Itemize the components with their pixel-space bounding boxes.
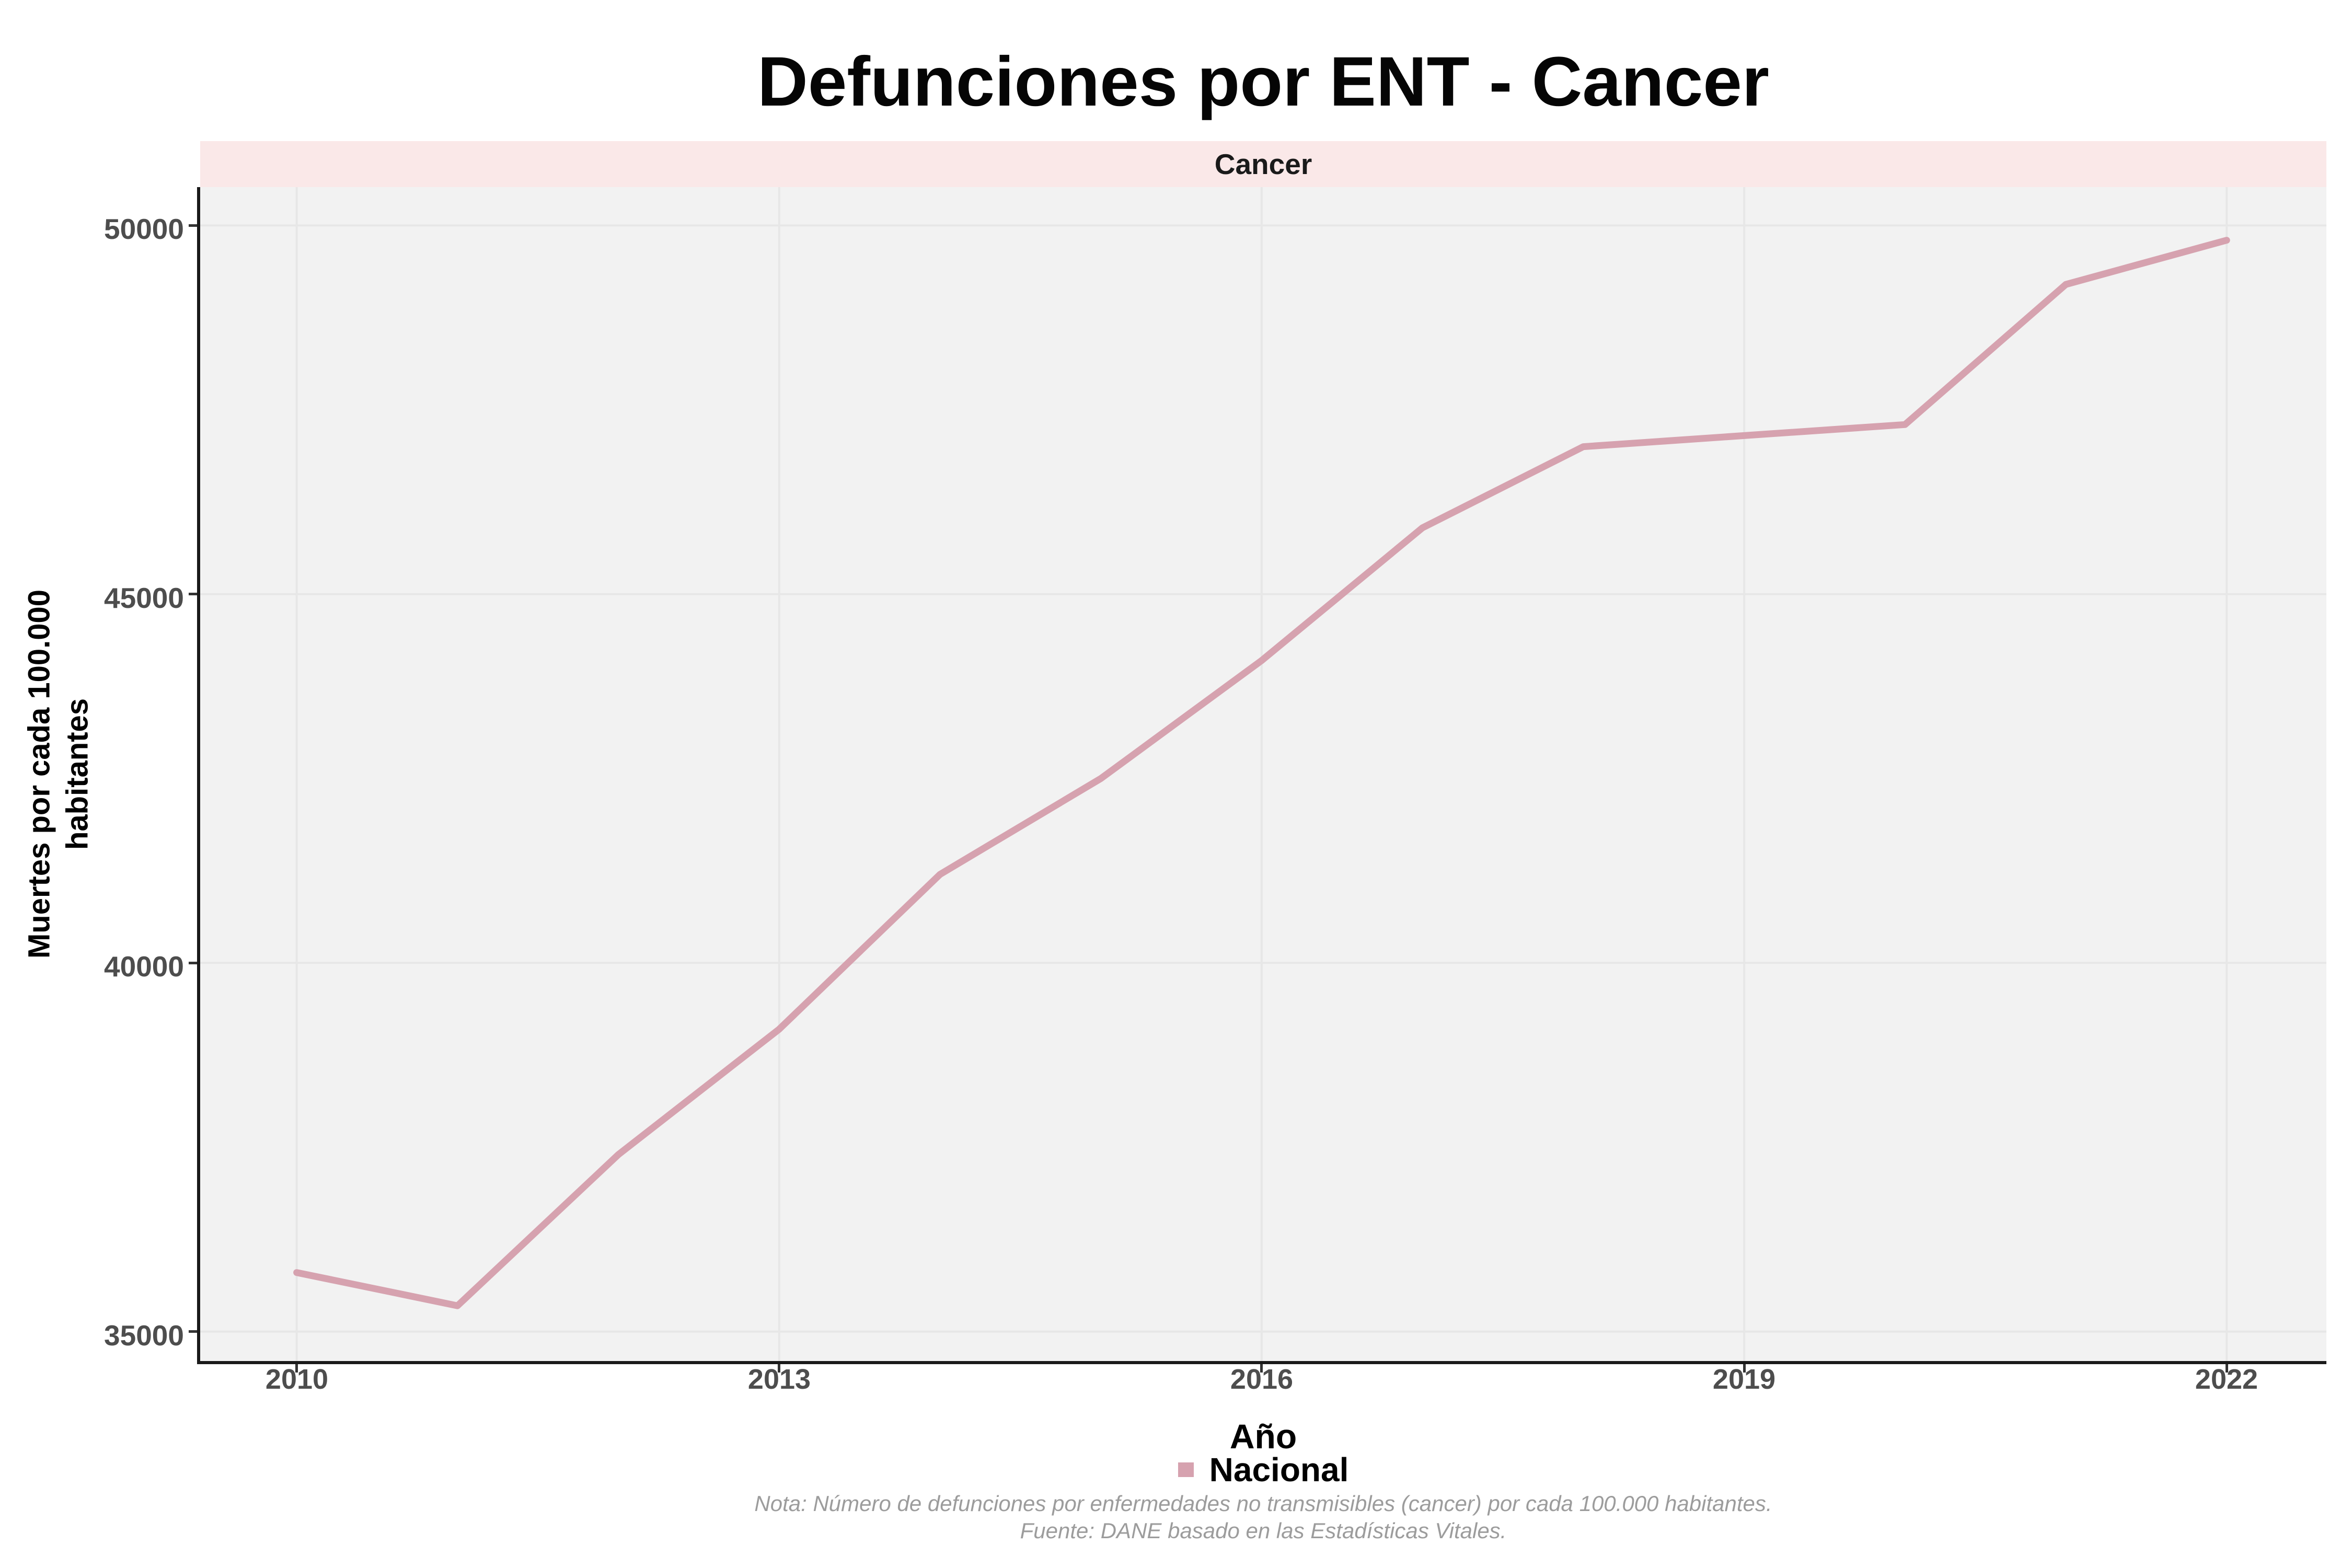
x-tick-mark — [2226, 1364, 2228, 1373]
legend: Nacional — [200, 1453, 2326, 1486]
y-tick-label: 45000 — [104, 582, 184, 614]
legend-key-swatch — [1178, 1462, 1194, 1477]
y-tick-label: 50000 — [104, 213, 184, 245]
chart-title: Defunciones por ENT - Cancer — [757, 43, 1769, 121]
footnote-line1: Nota: Número de defunciones por enfermed… — [754, 1491, 1772, 1516]
y-axis-line — [197, 187, 200, 1364]
x-tick-label: 2019 — [1712, 1364, 1776, 1395]
x-axis-title: Año — [1229, 1417, 1297, 1456]
y-tick-mark — [189, 224, 197, 227]
x-tick-mark — [778, 1364, 780, 1373]
legend-label: Nacional — [1209, 1451, 1349, 1489]
x-tick-label: 2010 — [265, 1364, 329, 1395]
y-axis-title-line1: Muertes por cada 100.000 — [22, 589, 56, 959]
footnote-line2: Fuente: DANE basado en las Estadísticas … — [1020, 1518, 1507, 1543]
y-tick-label: 35000 — [104, 1319, 184, 1352]
facet-strip-label: Cancer — [1214, 148, 1312, 180]
nacional-line — [293, 237, 2230, 1309]
x-tick-label: 2013 — [747, 1364, 811, 1395]
y-axis-title: Muertes por cada 100.000 habitantes — [21, 590, 97, 959]
y-axis-title-line2: habitantes — [60, 698, 94, 850]
plot-svg — [200, 187, 2326, 1361]
x-tick-mark — [1260, 1364, 1263, 1373]
y-tick-mark — [189, 962, 197, 964]
x-tick-mark — [295, 1364, 298, 1373]
x-tick-mark — [1743, 1364, 1746, 1373]
y-tick-mark — [189, 593, 197, 595]
x-axis-line — [197, 1361, 2326, 1364]
plot-panel — [200, 187, 2326, 1361]
y-tick-mark — [189, 1330, 197, 1333]
x-tick-label: 2022 — [2195, 1364, 2258, 1395]
x-tick-label: 2016 — [1230, 1364, 1294, 1395]
facet-strip: Cancer — [200, 141, 2326, 187]
y-tick-label: 40000 — [104, 950, 184, 983]
